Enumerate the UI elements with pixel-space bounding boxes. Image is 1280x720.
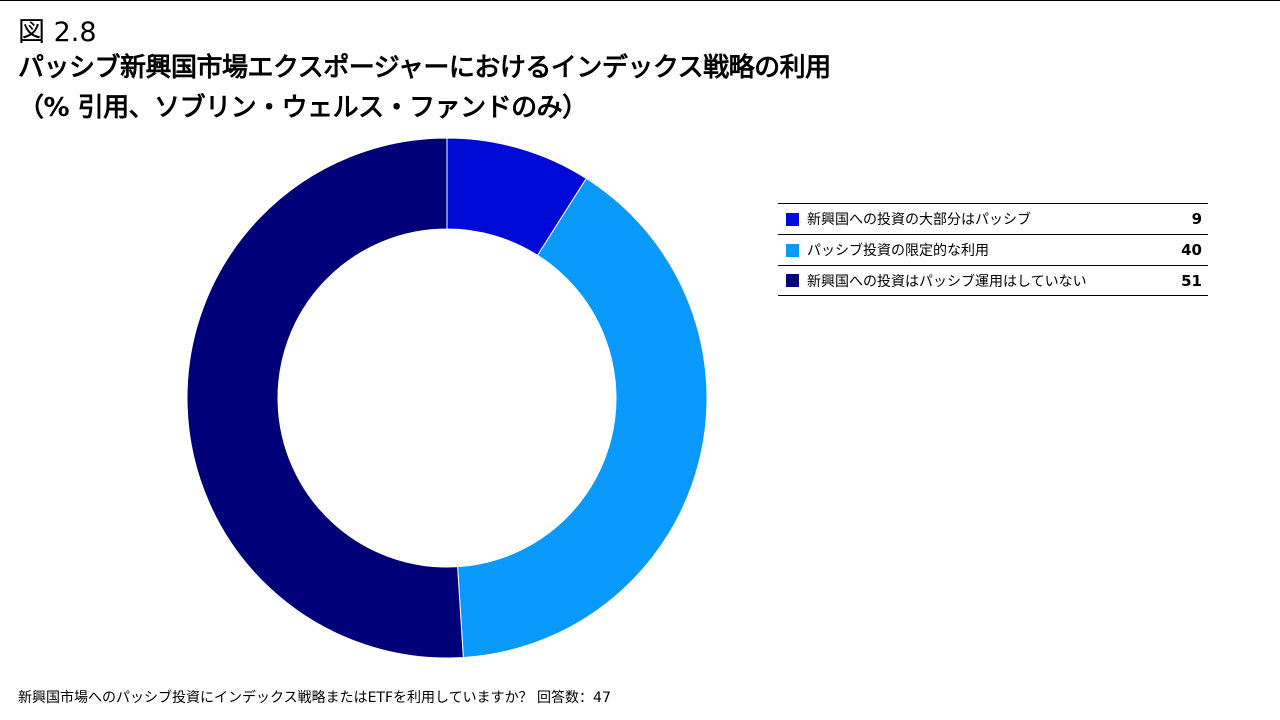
chart-subtitle: （% 引用、ソブリン・ウェルス・ファンドのみ） [18, 93, 588, 123]
legend-value: 40 [1181, 241, 1202, 259]
legend-label: 新興国への投資の大部分はパッシブ [807, 212, 1031, 228]
legend-value: 51 [1181, 271, 1202, 290]
legend-swatch [786, 243, 799, 257]
chart-title: パッシブ新興国市場エクスポージャーにおけるインデックス戦略の利用 [18, 53, 831, 83]
legend-swatch [786, 212, 799, 226]
legend-value: 9 [1191, 210, 1202, 228]
legend: 新興国への投資の大部分はパッシブ 9 パッシブ投資の限定的な利用 40 新興国へ… [778, 203, 1208, 296]
legend-label: 新興国への投資はパッシブ運用はしていない [807, 273, 1087, 290]
legend-label: パッシブ投資の限定的な利用 [807, 243, 989, 259]
donut-slice [186, 137, 464, 659]
top-rule [0, 0, 1280, 1]
donut-slice [457, 177, 708, 659]
figure-number: 図 2.8 [18, 17, 97, 48]
legend-swatch [786, 274, 799, 287]
legend-item: 新興国への投資はパッシブ運用はしていない 51 [778, 265, 1208, 296]
legend-item: 新興国への投資の大部分はパッシブ 9 [778, 203, 1208, 234]
legend-item: パッシブ投資の限定的な利用 40 [778, 234, 1208, 265]
footnote: 新興国市場へのパッシブ投資にインデックス戦略またはETFを利用していますか？ 回… [18, 690, 611, 706]
